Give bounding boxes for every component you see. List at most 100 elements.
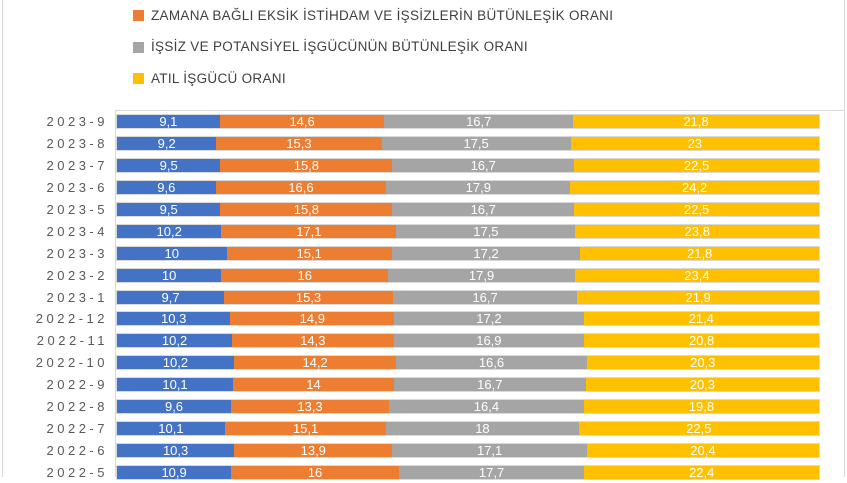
- value-label: 15,1: [296, 246, 322, 260]
- bar-segment-series1[interactable]: 10: [117, 268, 222, 282]
- bar-segment-series3[interactable]: 17,2: [391, 246, 581, 260]
- value-label: 20,3: [689, 378, 716, 392]
- bar-segment-series2[interactable]: 15,8: [220, 203, 393, 216]
- bar-segment-series4[interactable]: 20,3: [586, 356, 819, 370]
- bar-segment-series2[interactable]: 15,3: [216, 137, 382, 151]
- bar-segment-series1[interactable]: 9,1: [117, 115, 220, 129]
- bar-segment-series2[interactable]: 15,8: [220, 159, 393, 173]
- bar-segment-series3[interactable]: 16,9: [393, 334, 585, 348]
- bar-segment-series1[interactable]: 9,6: [117, 400, 232, 414]
- legend-item-unemployed-potential-composite[interactable]: İŞSİZ VE POTANSİYEL İŞGÜCÜNÜN BÜTÜNLEŞİK…: [133, 37, 613, 58]
- bar-segment-series1[interactable]: 10,2: [117, 356, 234, 370]
- bar-segment-series3[interactable]: 16,7: [392, 290, 578, 304]
- bar-segment-series1[interactable]: 10,2: [117, 334, 233, 348]
- bar-segment-series4[interactable]: 21,9: [577, 290, 819, 304]
- bar-segment-series3[interactable]: 17,9: [388, 268, 575, 282]
- bar-segment-series2[interactable]: 14,9: [230, 312, 395, 326]
- bar-segment-series2[interactable]: 15,3: [224, 290, 393, 304]
- bar-segment-series4[interactable]: 22,4: [584, 465, 819, 479]
- bar-segment-series2[interactable]: 16,6: [215, 181, 387, 195]
- value-label: 16,9: [476, 334, 502, 348]
- bar-segment-series4[interactable]: 22,5: [574, 203, 820, 216]
- stacked-bar: 10,2 14,3 16,9 20,8: [116, 333, 820, 349]
- bar-segment-series2[interactable]: 17,1: [221, 224, 397, 238]
- bar-segment-series3[interactable]: 17,1: [392, 443, 587, 457]
- bar-segment-series1[interactable]: 9,6: [117, 181, 216, 195]
- value-label: 15,3: [286, 137, 312, 151]
- bar-row: 2023-2 10 16 17,9 23,4: [0, 264, 845, 286]
- bar-segment-series4[interactable]: 22,5: [574, 159, 820, 173]
- value-label: 22,5: [683, 203, 710, 216]
- stacked-bar: 9,2 15,3 17,5 23: [116, 136, 820, 152]
- bar-segment-series2[interactable]: 13,3: [231, 400, 390, 414]
- bar-segment-series3[interactable]: 16,7: [392, 203, 575, 216]
- value-label: 15,8: [293, 203, 320, 216]
- bar-segment-series2[interactable]: 15,1: [226, 246, 392, 260]
- bar-segment-series3[interactable]: 17,5: [396, 224, 576, 238]
- bar-segment-series3[interactable]: 16,4: [389, 400, 584, 414]
- value-label: 23,4: [684, 268, 710, 282]
- bar-segment-series2[interactable]: 16: [221, 268, 389, 282]
- value-label: 20,3: [690, 356, 716, 370]
- value-label: 18: [475, 421, 490, 435]
- bar-segment-series4[interactable]: 21,8: [580, 246, 820, 260]
- bar-segment-series3[interactable]: 16,6: [396, 356, 587, 370]
- bar-segment-series1[interactable]: 9,5: [117, 159, 221, 173]
- legend-item-underemployment-composite[interactable]: ZAMANA BAĞLI EKSİK İSTİHDAM VE İŞSİZLERİ…: [133, 5, 613, 26]
- bar-segment-series4[interactable]: 23: [570, 137, 819, 151]
- bar-segment-series4[interactable]: 20,3: [585, 378, 819, 392]
- value-label: 10,2: [162, 356, 189, 370]
- bar-segment-series1[interactable]: 9,7: [117, 290, 225, 304]
- legend-swatch-orange-icon: [133, 10, 144, 21]
- bar-segment-series3[interactable]: 17,7: [398, 465, 585, 479]
- bar-segment-series4[interactable]: 21,4: [583, 312, 819, 326]
- bar-segment-series4[interactable]: 24,2: [570, 181, 820, 195]
- value-label: 9,1: [159, 115, 178, 129]
- bar-segment-series1[interactable]: 9,5: [117, 203, 221, 216]
- bar-segment-series1[interactable]: 10: [117, 246, 227, 260]
- bar-segment-series3[interactable]: 16,7: [392, 159, 575, 173]
- bar-segment-series2[interactable]: 14: [233, 378, 394, 392]
- value-label: 14,9: [299, 312, 325, 326]
- bar-segment-series3[interactable]: 18: [386, 421, 579, 435]
- bar-segment-series4[interactable]: 19,8: [583, 400, 819, 414]
- value-label: 21,4: [688, 312, 714, 326]
- bar-segment-series3[interactable]: 17,5: [381, 137, 571, 151]
- legend-item-idle-labour-rate[interactable]: ATIL İŞGÜCÜ ORANI: [133, 68, 613, 89]
- category-label: 2023-6: [46, 180, 108, 196]
- stacked-bar: 10,2 17,1 17,5 23,8: [116, 223, 820, 239]
- bar-segment-series2[interactable]: 13,9: [234, 443, 393, 457]
- value-label: 16,7: [477, 378, 503, 392]
- bar-row: 2022-6 10,3 13,9 17,1 20,4: [0, 439, 845, 461]
- bar-segment-series2[interactable]: 15,1: [224, 421, 387, 435]
- value-label: 15,3: [295, 290, 322, 304]
- bar-segment-series1[interactable]: 10,1: [117, 378, 234, 392]
- bar-segment-series3[interactable]: 17,2: [394, 312, 584, 326]
- bar-segment-series1[interactable]: 10,2: [117, 224, 222, 238]
- bar-segment-series4[interactable]: 23,4: [574, 268, 819, 282]
- bar-segment-series4[interactable]: 22,5: [578, 421, 819, 435]
- bar-segment-series3[interactable]: 17,9: [386, 181, 571, 195]
- bar-segment-series4[interactable]: 21,8: [572, 115, 819, 129]
- bar-segment-series3[interactable]: 16,7: [384, 115, 573, 129]
- bar-segment-series4[interactable]: 20,8: [584, 334, 819, 348]
- bar-segment-series1[interactable]: 9,2: [117, 137, 217, 151]
- bar-segment-series4[interactable]: 23,8: [575, 224, 819, 238]
- value-label: 16,7: [470, 159, 496, 173]
- bar-segment-series1[interactable]: 10,3: [117, 443, 235, 457]
- bar-segment-series1[interactable]: 10,1: [117, 421, 225, 435]
- bar-segment-series2[interactable]: 16: [231, 465, 399, 479]
- value-label: 19,8: [688, 400, 715, 414]
- bar-segment-series1[interactable]: 10,9: [117, 465, 232, 479]
- bar-segment-series1[interactable]: 10,3: [117, 312, 231, 326]
- bar-segment-series2[interactable]: 14,6: [219, 115, 385, 129]
- stacked-bar: 10,2 14,2 16,6 20,3: [116, 355, 820, 371]
- bar-segment-series2[interactable]: 14,2: [233, 356, 397, 370]
- bar-segment-series4[interactable]: 20,4: [586, 443, 820, 457]
- category-label: 2022-8: [46, 399, 108, 415]
- bar-segment-series2[interactable]: 14,3: [232, 334, 394, 348]
- bar-segment-series3[interactable]: 16,7: [393, 378, 586, 392]
- stacked-bar: 10 15,1 17,2 21,8: [116, 245, 820, 261]
- category-label: 2023-7: [46, 158, 108, 174]
- stacked-bar: 9,5 15,8 16,7 22,5: [116, 158, 820, 174]
